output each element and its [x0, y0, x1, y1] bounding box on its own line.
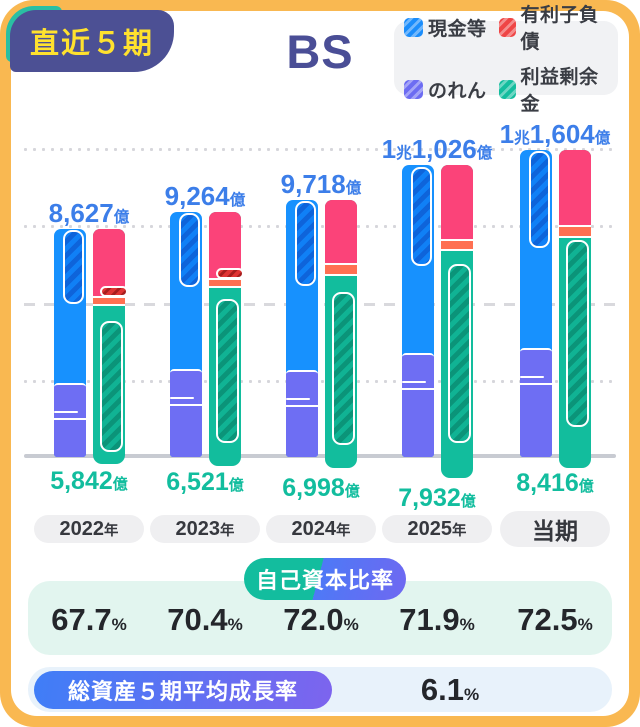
pen-notch-line	[53, 410, 79, 414]
pen-clip	[215, 267, 244, 279]
legend-item-goodwill: のれん	[404, 62, 487, 116]
equity-ratio-value-2022年: 67.7%	[51, 602, 127, 637]
total-assets-label: 9,264億	[164, 180, 246, 211]
retained-earnings-label: 6,521億	[166, 468, 244, 496]
gridline-dotted	[24, 225, 616, 229]
recent-five-periods-badge: 直近５期	[10, 10, 174, 72]
retained-pen-cap	[565, 240, 589, 427]
total-assets-label: 1兆1,604億	[499, 118, 611, 149]
pen-notch-line	[401, 387, 434, 391]
page-title: BS	[286, 25, 354, 78]
pen-notch-line	[53, 417, 86, 421]
retained-segment-top	[92, 306, 125, 312]
other-band-segment	[208, 277, 241, 289]
goodwill-segment	[401, 352, 434, 457]
cash-pen-cap	[295, 201, 316, 287]
legend-label: 有利子負債	[520, 5, 599, 53]
pen-notch-line	[169, 396, 195, 400]
goodwill-segment	[285, 369, 318, 457]
goodwill-segment	[519, 347, 552, 457]
year-pill-2022年: 2022 年	[34, 515, 144, 543]
growth-rate-number: 6.1	[420, 672, 464, 707]
assets-bar-2025年	[401, 165, 434, 457]
retained-earnings-label: 7,932億	[398, 484, 476, 512]
debt-segment	[558, 149, 591, 226]
pen-notch-line	[285, 404, 318, 408]
retained-pen-cap	[447, 264, 471, 443]
liabilities-equity-bar-2024年	[324, 199, 357, 468]
legend: 現金等 有利子負債のれん 利益剰余金	[394, 5, 618, 115]
cash-pen-cap	[179, 213, 200, 288]
other-band-segment	[440, 239, 473, 252]
equity-ratio-value-当期: 72.5%	[517, 602, 593, 637]
assets-bar-2024年	[285, 199, 318, 457]
goodwill-segment	[53, 382, 86, 457]
liabilities-equity-bar-2022年	[92, 228, 128, 464]
assets-bar-2023年	[169, 211, 202, 457]
total-assets-label: 8,627億	[48, 197, 130, 228]
growth-rate-unit: %	[463, 685, 480, 704]
legend-label: 利益剰余金	[520, 67, 599, 115]
cash-pen-cap	[529, 151, 550, 249]
cash-pen-cap	[411, 166, 432, 266]
interest-bearing-debt-swatch-icon	[498, 17, 516, 37]
equity-ratio-value-2025年: 71.9%	[399, 602, 475, 637]
liabilities-equity-bar-2025年	[440, 165, 473, 478]
pen-notch-line	[519, 375, 545, 379]
retained-earnings-swatch-icon	[498, 79, 516, 99]
pen-notch-line	[285, 397, 311, 401]
equity-ratio-badge: 自己資本比率	[244, 558, 406, 600]
retained-pen-cap	[215, 299, 239, 443]
legend-label: 現金等	[428, 18, 487, 40]
gridline-dotted	[24, 380, 616, 384]
liabilities-equity-bar-当期	[558, 149, 591, 468]
legend-label: のれん	[428, 80, 487, 102]
year-pill-2024年: 2024 年	[266, 515, 376, 543]
retained-segment-top	[440, 251, 473, 257]
year-pill-当期: 当期	[500, 511, 610, 547]
pen-notch-line	[519, 382, 552, 386]
growth-rate-value: 6.1%	[385, 672, 515, 708]
debt-segment	[208, 211, 241, 278]
liabilities-equity-bar-2023年	[208, 211, 244, 466]
recent-five-periods-label: 直近５期	[29, 28, 154, 60]
pen-notch-line	[401, 380, 427, 384]
retained-pen-cap	[331, 291, 355, 445]
year-pill-2025年: 2025 年	[382, 515, 492, 543]
growth-rate-badge: 総資産５期平均成長率	[34, 671, 332, 709]
other-band-segment	[92, 295, 125, 307]
total-assets-label: 1兆1,026億	[381, 134, 493, 165]
other-band-segment	[324, 262, 357, 276]
other-band-segment	[558, 225, 591, 239]
legend-item-interest-bearing-debt: 有利子負債	[498, 0, 608, 54]
chart-baseline	[24, 454, 616, 458]
retained-segment-top	[324, 275, 357, 281]
debt-segment	[440, 165, 473, 240]
pen-clip	[99, 285, 128, 297]
goodwill-segment	[169, 368, 202, 457]
assets-bar-当期	[519, 149, 552, 457]
gridline-dotted	[24, 148, 616, 152]
retained-earnings-label: 8,416億	[516, 469, 594, 497]
retained-earnings-label: 5,842億	[50, 467, 128, 495]
equity-ratio-value-2024年: 72.0%	[283, 602, 359, 637]
debt-segment	[324, 199, 357, 263]
assets-bar-2022年	[53, 228, 86, 457]
pen-notch-line	[169, 403, 202, 407]
debt-segment	[92, 228, 125, 296]
legend-item-retained-earnings: 利益剰余金	[498, 62, 608, 116]
year-pill-2023年: 2023 年	[150, 515, 260, 543]
legend-item-cash: 現金等	[404, 0, 487, 54]
retained-pen-cap	[99, 321, 123, 452]
goodwill-swatch-icon	[404, 79, 423, 99]
cash-pen-cap	[63, 230, 84, 305]
cash-swatch-icon	[404, 17, 423, 37]
equity-ratio-value-2023年: 70.4%	[167, 602, 243, 637]
retained-earnings-label: 6,998億	[282, 474, 360, 502]
gridline-dashed	[24, 303, 616, 306]
retained-segment-top	[208, 288, 241, 294]
total-assets-label: 9,718億	[280, 168, 362, 199]
